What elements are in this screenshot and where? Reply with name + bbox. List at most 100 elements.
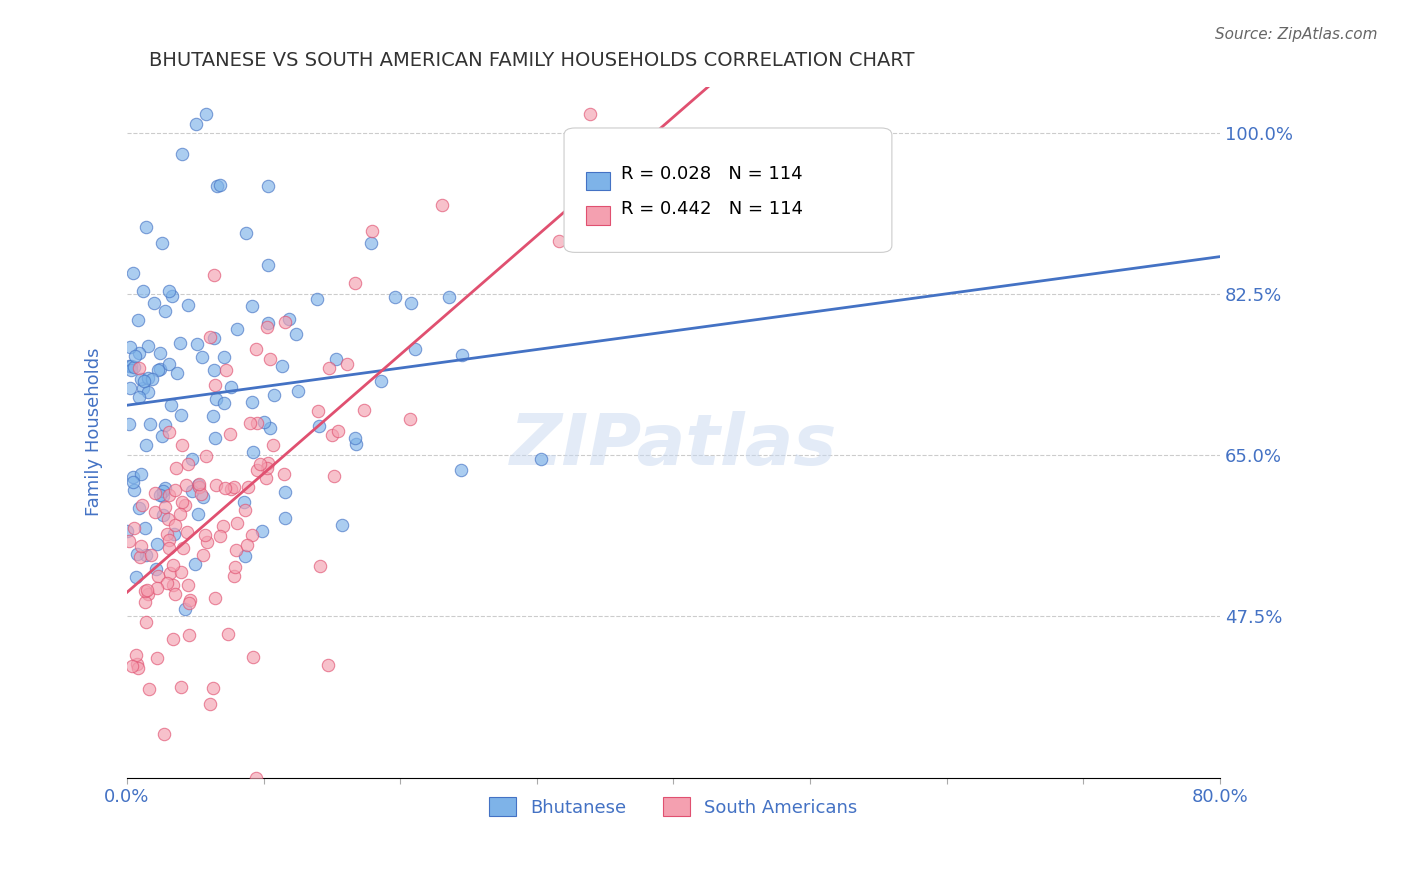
Bhutanese <box>149 488 172 502</box>
Bhutanese <box>308 419 330 434</box>
South Americans <box>155 527 177 541</box>
South Americans <box>127 657 149 671</box>
Y-axis label: Family Households: Family Households <box>86 348 103 516</box>
Bhutanese <box>259 421 281 435</box>
South Americans <box>256 461 278 475</box>
Bhutanese <box>148 363 170 377</box>
Bhutanese <box>250 524 273 538</box>
South Americans <box>134 595 156 609</box>
Bhutanese <box>150 235 173 250</box>
South Americans <box>246 416 269 430</box>
South Americans <box>165 587 187 601</box>
Bhutanese <box>166 366 188 380</box>
Bhutanese <box>277 312 299 326</box>
South Americans <box>360 224 382 238</box>
South Americans <box>198 330 221 344</box>
South Americans <box>174 477 197 491</box>
Bhutanese <box>184 117 207 131</box>
Bhutanese <box>131 467 153 481</box>
South Americans <box>233 503 256 517</box>
South Americans <box>204 268 226 282</box>
South Americans <box>162 558 184 573</box>
South Americans <box>214 481 236 495</box>
South Americans <box>134 584 156 599</box>
Bhutanese <box>207 179 229 194</box>
South Americans <box>195 534 218 549</box>
Bhutanese <box>124 359 146 374</box>
Bhutanese <box>253 415 276 429</box>
Bhutanese <box>202 331 225 345</box>
South Americans <box>343 276 366 290</box>
South Americans <box>208 528 231 542</box>
South Americans <box>256 319 278 334</box>
South Americans <box>174 498 197 512</box>
South Americans <box>118 534 141 549</box>
South Americans <box>204 378 226 392</box>
South Americans <box>177 596 200 610</box>
Bhutanese <box>152 508 174 522</box>
Bhutanese <box>125 569 148 583</box>
Bhutanese <box>274 485 297 500</box>
Bhutanese <box>136 384 159 399</box>
South Americans <box>163 518 186 533</box>
South Americans <box>138 682 160 697</box>
South Americans <box>205 478 228 492</box>
South Americans <box>143 505 166 519</box>
Bhutanese <box>170 408 193 422</box>
South Americans <box>170 566 193 580</box>
Bhutanese <box>235 226 257 240</box>
South Americans <box>156 512 179 526</box>
South Americans <box>157 425 180 439</box>
Bhutanese <box>209 178 232 193</box>
South Americans <box>131 498 153 512</box>
South Americans <box>121 659 143 673</box>
South Americans <box>239 416 262 430</box>
South Americans <box>172 495 194 509</box>
Bhutanese <box>152 484 174 499</box>
Bhutanese <box>212 350 235 364</box>
South Americans <box>236 481 259 495</box>
South Americans <box>157 533 180 547</box>
Bhutanese <box>177 298 200 312</box>
Bhutanese <box>120 359 142 373</box>
Bhutanese <box>152 489 174 503</box>
South Americans <box>172 541 194 556</box>
Bhutanese <box>160 289 183 303</box>
Bhutanese <box>325 351 347 366</box>
South Americans <box>224 560 246 574</box>
Bhutanese <box>330 518 353 533</box>
South Americans <box>249 457 271 471</box>
Bhutanese <box>257 258 280 272</box>
Bhutanese <box>530 451 553 466</box>
Bhutanese <box>270 359 292 374</box>
South Americans <box>222 480 245 494</box>
South Americans <box>170 680 193 694</box>
Text: BHUTANESE VS SOUTH AMERICAN FAMILY HOUSEHOLDS CORRELATION CHART: BHUTANESE VS SOUTH AMERICAN FAMILY HOUSE… <box>149 51 914 70</box>
Bhutanese <box>128 390 150 404</box>
South Americans <box>165 461 187 475</box>
Bhutanese <box>181 451 204 466</box>
South Americans <box>336 357 359 371</box>
Bhutanese <box>204 432 226 446</box>
South Americans <box>157 541 180 556</box>
South Americans <box>318 360 340 375</box>
South Americans <box>254 471 277 485</box>
Bhutanese <box>153 481 176 495</box>
Bhutanese <box>132 381 155 395</box>
South Americans <box>136 587 159 601</box>
Bhutanese <box>124 349 146 363</box>
Bhutanese <box>138 417 160 431</box>
Bhutanese <box>143 296 166 310</box>
Bhutanese <box>146 537 169 551</box>
Bhutanese <box>401 295 423 310</box>
South Americans <box>703 137 725 152</box>
South Americans <box>198 698 221 712</box>
South Americans <box>152 727 174 741</box>
South Americans <box>177 627 200 641</box>
South Americans <box>176 457 198 471</box>
Bhutanese <box>121 469 143 483</box>
Bhutanese <box>127 313 149 327</box>
Bhutanese <box>240 395 263 409</box>
Bhutanese <box>125 547 148 561</box>
Bhutanese <box>122 483 145 497</box>
